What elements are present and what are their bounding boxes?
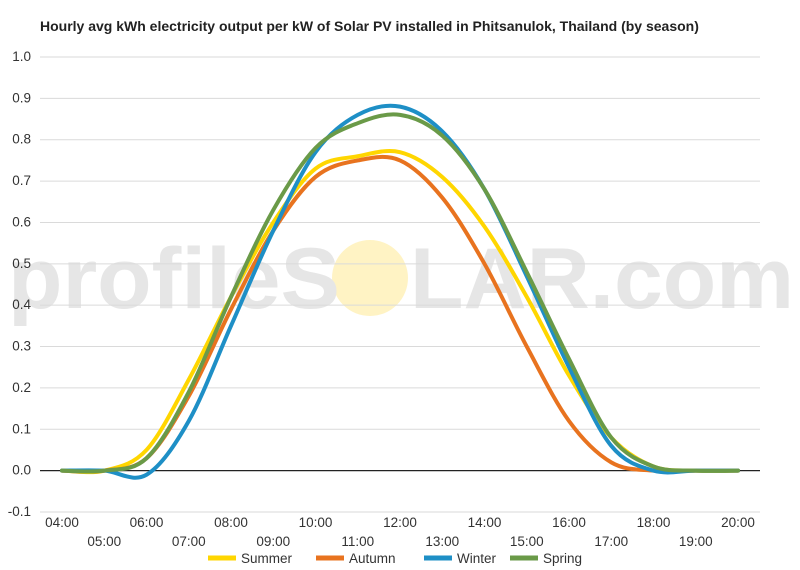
y-tick-label: 0.7 xyxy=(12,173,31,188)
x-tick-label: 18:00 xyxy=(637,515,671,530)
y-tick-label: 0.6 xyxy=(12,214,31,229)
y-tick-label: 0.8 xyxy=(12,132,31,147)
y-tick-label: -0.1 xyxy=(8,504,31,519)
series-line-winter xyxy=(60,103,740,480)
x-tick-label: 19:00 xyxy=(679,534,713,549)
watermark-sun-icon xyxy=(332,240,408,316)
legend-label-summer: Summer xyxy=(241,551,293,566)
legend-label-spring: Spring xyxy=(543,551,582,566)
chart-title: Hourly avg kWh electricity output per kW… xyxy=(40,18,699,34)
x-axis-ticks: 04:00 05:00 06:00 07:00 08:00 09:00 10:00 11:00… xyxy=(45,515,755,549)
y-tick-label: 0.4 xyxy=(12,297,31,312)
y-tick-label: 0.2 xyxy=(12,380,31,395)
legend: Summer Autumn Winter Spring xyxy=(208,551,582,566)
x-tick-label: 04:00 xyxy=(45,515,79,530)
y-tick-label: 0.5 xyxy=(12,256,31,271)
x-tick-label: 08:00 xyxy=(214,515,248,530)
x-tick-label: 09:00 xyxy=(256,534,290,549)
legend-label-winter: Winter xyxy=(457,551,497,566)
watermark-text-left: profileS xyxy=(8,231,340,327)
y-tick-label: 1.0 xyxy=(12,49,31,64)
watermark: profileS LAR.com xyxy=(8,231,794,327)
x-tick-label: 16:00 xyxy=(552,515,586,530)
x-tick-label: 07:00 xyxy=(172,534,206,549)
y-tick-label: 0.1 xyxy=(12,421,31,436)
x-tick-label: 13:00 xyxy=(425,534,459,549)
series-line-spring xyxy=(60,112,740,474)
x-tick-label: 12:00 xyxy=(383,515,417,530)
y-tick-label: 0.9 xyxy=(12,90,31,105)
x-tick-label: 20:00 xyxy=(721,515,755,530)
x-tick-label: 17:00 xyxy=(594,534,628,549)
y-axis-ticks: 1.0 0.9 0.8 0.7 0.6 0.5 0.4 0.3 0.2 0.1 0.0 -0.1 xyxy=(8,49,32,519)
watermark-text-right: LAR.com xyxy=(410,231,794,327)
x-tick-label: 05:00 xyxy=(87,534,121,549)
x-tick-label: 10:00 xyxy=(299,515,333,530)
legend-label-autumn: Autumn xyxy=(349,551,396,566)
x-tick-label: 15:00 xyxy=(510,534,544,549)
series-lines xyxy=(60,103,740,480)
x-tick-label: 11:00 xyxy=(341,534,374,549)
x-tick-label: 14:00 xyxy=(468,515,502,530)
y-tick-label: 0.0 xyxy=(12,463,31,478)
y-tick-label: 0.3 xyxy=(12,339,31,354)
x-tick-label: 06:00 xyxy=(130,515,164,530)
